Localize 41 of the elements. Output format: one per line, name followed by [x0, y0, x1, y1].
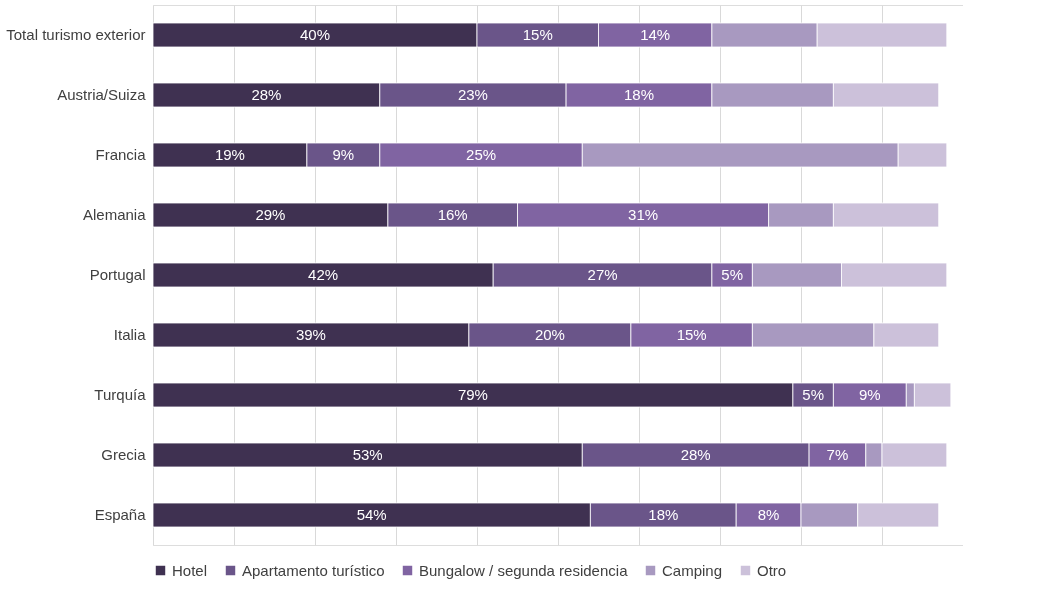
data-label: 8% — [757, 506, 780, 523]
y-tick-label: Total turismo exterior — [6, 26, 146, 43]
y-tick-label: Alemania — [82, 206, 147, 223]
data-label: 53% — [352, 446, 383, 463]
legend-label: Otro — [757, 561, 787, 579]
data-label: 7% — [826, 446, 849, 463]
data-label: 39% — [295, 326, 326, 343]
data-label: 19% — [214, 146, 245, 163]
y-tick-label: Portugal — [89, 266, 146, 283]
data-label: 29% — [255, 206, 286, 223]
y-tick-label: Grecia — [101, 446, 147, 463]
data-label: 79% — [457, 386, 488, 403]
data-label: 27% — [587, 266, 618, 283]
y-tick-label: Turquía — [94, 386, 147, 403]
legend-label: Hotel — [172, 561, 208, 579]
data-label: 16% — [437, 206, 468, 223]
data-label: 23% — [457, 86, 488, 103]
data-label: 15% — [676, 326, 707, 343]
data-label: 31% — [628, 206, 659, 223]
data-label: 25% — [466, 146, 497, 163]
data-label: 9% — [332, 146, 355, 163]
data-label: 14% — [640, 26, 671, 43]
legend-label: Apartamento turístico — [242, 561, 385, 579]
data-label: 28% — [680, 446, 711, 463]
data-label: 5% — [721, 266, 743, 283]
y-tick-label: Italia — [113, 326, 147, 343]
data-label: 54% — [356, 506, 387, 523]
y-tick-label: Francia — [95, 146, 147, 163]
data-label: 18% — [623, 86, 655, 103]
data-label: 15% — [522, 26, 553, 43]
legend-label: Bungalow / segunda residencia — [419, 561, 629, 579]
data-label: 18% — [648, 506, 679, 523]
data-label: 5% — [802, 386, 824, 403]
data-label: 20% — [534, 326, 565, 343]
y-tick-label: Austria/Suiza — [57, 86, 147, 103]
data-label: 42% — [308, 266, 339, 283]
data-label: 40% — [299, 26, 331, 43]
data-label: 28% — [251, 86, 282, 103]
legend-label: Camping — [662, 561, 723, 579]
data-label: 9% — [859, 386, 881, 403]
y-tick-label: España — [94, 506, 147, 523]
